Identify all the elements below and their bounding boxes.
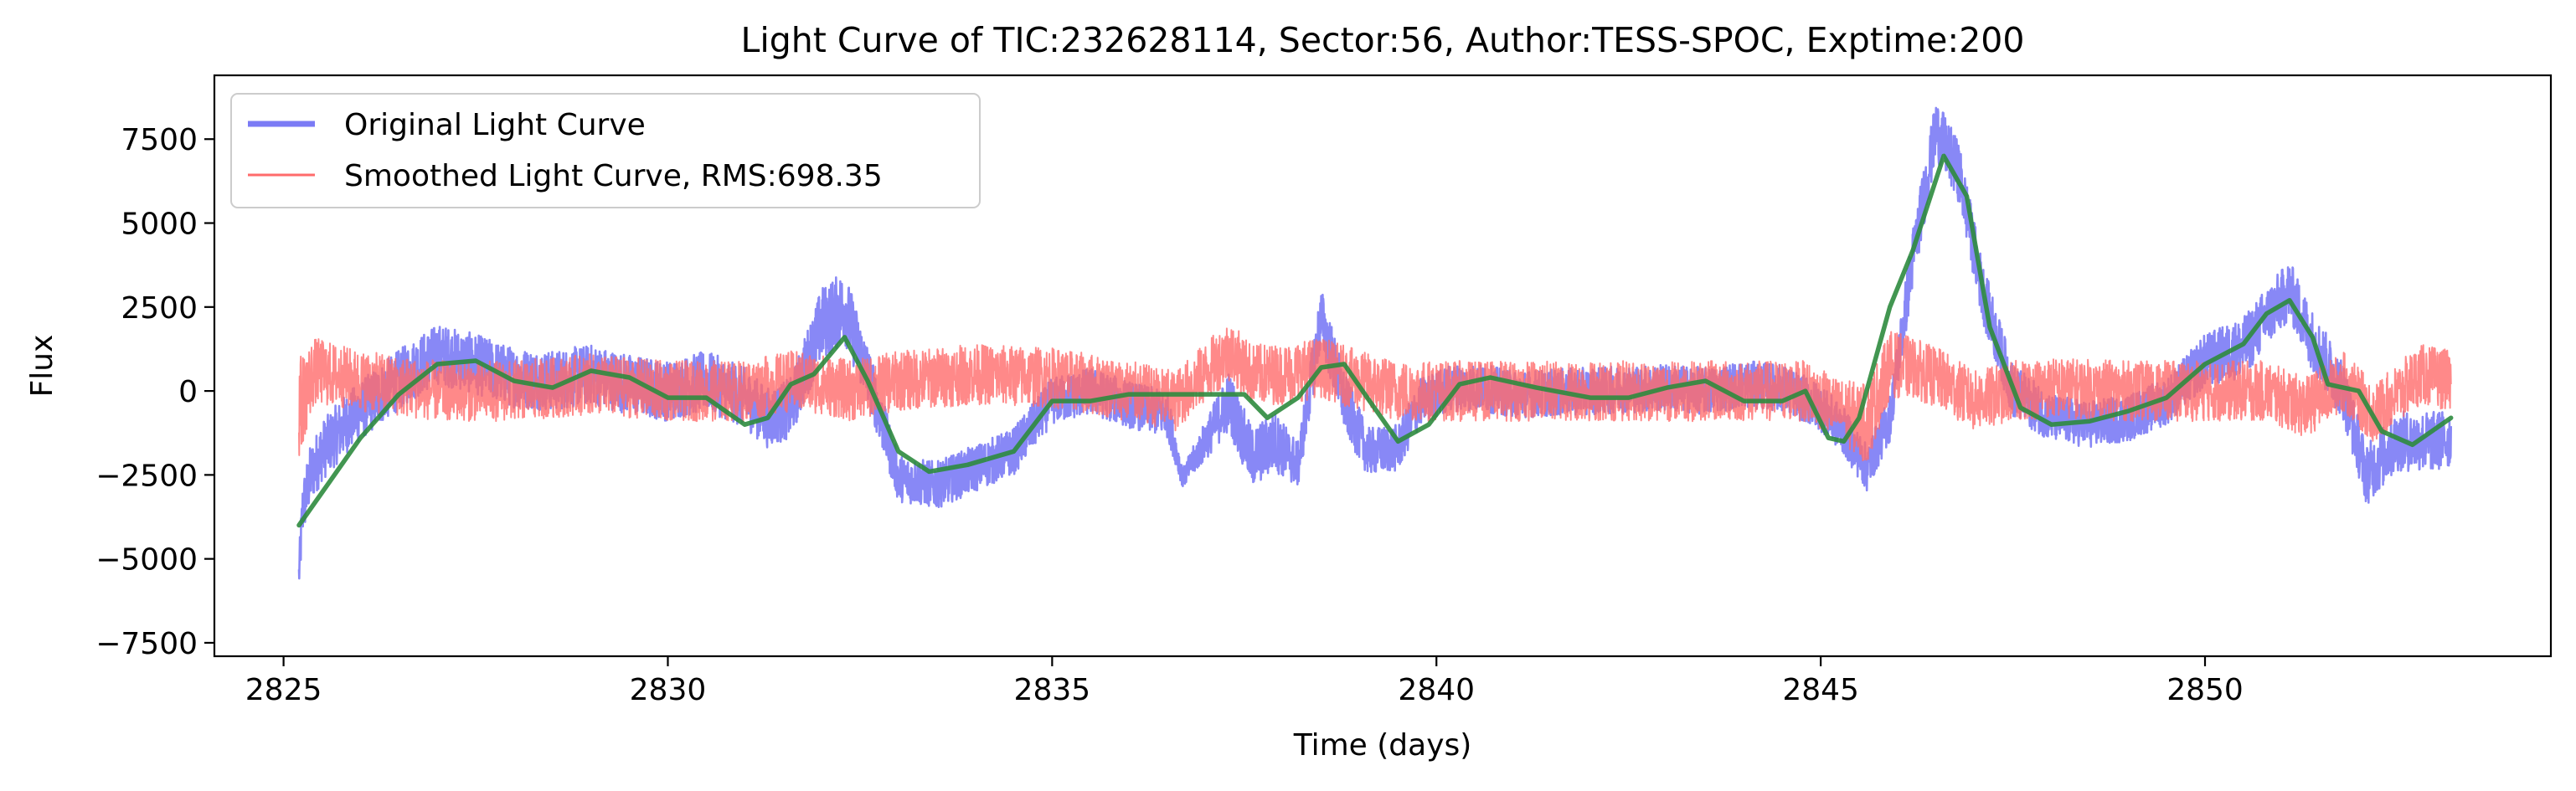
x-tick-label-2: 2835 bbox=[1014, 673, 1091, 707]
chart-title: Light Curve of TIC:232628114, Sector:56,… bbox=[741, 20, 2025, 60]
y-tick-label-4: 2500 bbox=[121, 291, 198, 326]
y-tick-label-6: 7500 bbox=[121, 123, 198, 157]
x-tick-label-4: 2845 bbox=[1782, 673, 1859, 707]
y-tick-label-2: −2500 bbox=[95, 459, 198, 493]
y-tick-label-3: 0 bbox=[178, 375, 198, 409]
x-tick-label-5: 2850 bbox=[2166, 673, 2244, 707]
x-tick-label-0: 2825 bbox=[245, 673, 322, 707]
plot-frame bbox=[213, 74, 2553, 658]
x-axis-label: Time (days) bbox=[1293, 728, 1472, 763]
y-tick-label-0: −7500 bbox=[95, 627, 198, 661]
legend-box bbox=[230, 93, 981, 208]
series-smoothed-light-curve bbox=[298, 327, 2452, 462]
series-layer bbox=[296, 106, 2454, 580]
legend-label-original: Original Light Curve bbox=[344, 108, 646, 142]
y-tick-label-1: −5000 bbox=[95, 543, 198, 578]
legend-label-smoothed: Smoothed Light Curve, RMS:698.35 bbox=[344, 159, 883, 193]
y-tick-label-5: 5000 bbox=[121, 208, 198, 242]
series-trend-line bbox=[296, 153, 2454, 528]
legend: Original Light Curve Smoothed Light Curv… bbox=[230, 93, 981, 208]
x-tick-label-3: 2840 bbox=[1398, 673, 1475, 707]
y-axis-label: Flux bbox=[25, 335, 59, 398]
x-tick-label-1: 2830 bbox=[630, 673, 707, 707]
ticks-layer: 2825 2830 2835 2840 2845 2850 −7500 −5000 −2500 0… bbox=[95, 123, 2244, 707]
